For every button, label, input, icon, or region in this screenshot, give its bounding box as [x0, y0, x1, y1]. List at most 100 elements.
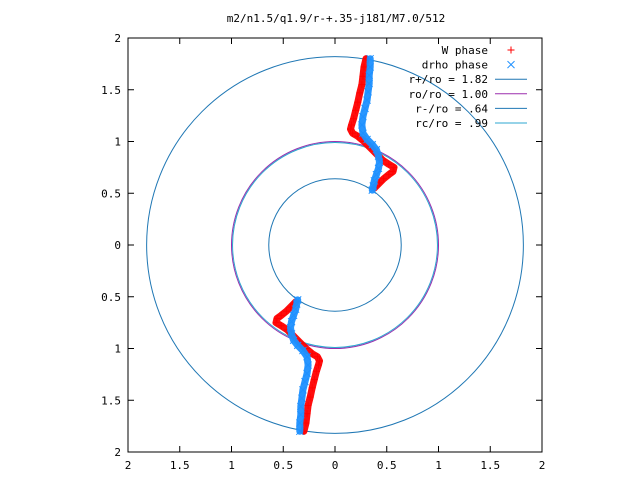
legend-label-rc-ro-99: rc/ro = .99	[415, 117, 488, 130]
drho-phase-marker-b	[359, 112, 367, 121]
drho-phase-marker-b	[368, 140, 377, 149]
drho-phase-marker-b	[289, 336, 298, 345]
drho-phase-marker	[368, 140, 377, 149]
drho-phase-marker	[365, 79, 374, 88]
drho-phase-marker-b	[359, 129, 367, 138]
x-tick-label: 0.5	[377, 459, 397, 472]
w-phase-marker	[347, 125, 355, 133]
w-phase-marker	[359, 72, 367, 80]
legend-swatch-drho-phase	[507, 60, 515, 69]
drho-phase-marker	[366, 63, 375, 71]
phase-points	[272, 54, 398, 436]
drho-phase-marker	[375, 158, 384, 167]
drho-phase-marker	[366, 54, 375, 63]
drho-phase-marker	[301, 377, 309, 386]
drho-phase-marker	[304, 361, 312, 369]
drho-phase-marker	[361, 104, 369, 113]
drho-phase-marker	[374, 164, 383, 173]
y-tick-label: 1.5	[101, 394, 121, 407]
x-tick-label: 0	[332, 459, 339, 472]
drho-phase-marker	[286, 323, 295, 332]
drho-phase-marker-b	[364, 87, 372, 96]
chart-title: m2/n1.5/q1.9/r-+.35-j181/M7.0/512	[227, 12, 446, 25]
drho-phase-marker-b	[304, 361, 312, 369]
drho-phase-marker	[363, 96, 371, 104]
drho-phase-marker-b	[358, 121, 366, 129]
drho-phase-marker-b	[374, 164, 383, 173]
drho-phase-marker	[364, 87, 372, 96]
x-axis-ticks: 2 1.5 1 0.5 0 0.5 1 1.5 2	[125, 38, 545, 472]
w-phase-marker	[277, 311, 285, 319]
drho-phase-marker-b	[287, 330, 296, 338]
drho-phase-marker	[295, 419, 304, 427]
drho-phase-marker-b	[289, 311, 298, 320]
w-phase-marker	[350, 115, 358, 123]
drho-phase-marker	[372, 170, 381, 179]
w-phase-marker	[349, 129, 357, 137]
drho-phase-marker-b	[372, 145, 381, 154]
drho-phase-marker-b	[372, 170, 381, 179]
drho-phase-marker	[293, 341, 302, 350]
drho-phase-marker	[365, 71, 374, 80]
w-phase-marker	[389, 168, 397, 176]
w-phase-marker	[310, 376, 318, 384]
drho-phase-marker	[372, 145, 381, 154]
drho-phase-marker-b	[299, 346, 307, 355]
w-phase-marker	[306, 393, 314, 401]
legend-label-r-ro-64: r-/ro = .64	[415, 102, 488, 115]
y-axis-ticks: 2 1.5 1 0.5 0 0.5 1 1.5 2	[101, 32, 542, 459]
x-tick-label: 2	[125, 459, 132, 472]
w-phase-marker	[360, 63, 368, 71]
w-phase-marker	[308, 384, 316, 392]
y-tick-label: 0.5	[101, 291, 121, 304]
drho-phase-marker	[374, 152, 383, 160]
drho-phase-marker-b	[374, 152, 383, 160]
w-phase-marker	[390, 163, 398, 171]
legend-label-ro-ro-1-00: ro/ro = 1.00	[409, 88, 488, 101]
drho-phase-marker-b	[293, 296, 302, 304]
drho-phase-marker-b	[366, 54, 375, 63]
y-tick-label: 1.5	[101, 84, 121, 97]
y-tick-label: 1	[114, 343, 121, 356]
w-phase-marker	[277, 322, 285, 330]
legend-label-drho-phase: drho phase	[422, 59, 488, 72]
drho-phase-marker-b	[286, 323, 295, 332]
w-phase-marker	[312, 367, 320, 375]
w-phase-marker	[352, 106, 360, 114]
y-tick-label: 2	[114, 32, 121, 45]
drho-phase-marker	[296, 402, 305, 411]
drho-phase-marker-b	[370, 176, 379, 185]
drho-phase-marker	[303, 352, 311, 361]
drho-phase-marker	[303, 369, 311, 378]
x-tick-label: 0.5	[273, 459, 293, 472]
drho-phase-marker	[295, 427, 304, 436]
drho-phase-marker	[293, 296, 302, 304]
reference-circles	[146, 56, 524, 434]
x-tick-label: 1	[435, 459, 442, 472]
drho-phase-marker	[358, 121, 366, 129]
w-phase-marker	[356, 89, 364, 97]
w-phase-marker	[348, 121, 356, 129]
drho-phase-marker	[287, 317, 296, 326]
drho-phase-marker-b	[299, 386, 307, 394]
w-phase-marker	[273, 314, 281, 322]
w-phase-marker	[380, 175, 388, 183]
legend-label-w-phase: W phase	[442, 44, 488, 57]
w-phase-marker	[272, 319, 280, 327]
w-phase-marker	[385, 160, 393, 168]
drho-phase-marker	[368, 186, 377, 194]
drho-phase-marker-b	[295, 427, 304, 436]
w-phase-marker	[315, 357, 323, 365]
w-phase-marker	[313, 353, 321, 361]
x-tick-label: 1.5	[170, 459, 190, 472]
drho-phase-marker-b	[366, 63, 375, 71]
drho-phase-marker-b	[303, 352, 311, 361]
legend-label-r-ro-1-82: r+/ro = 1.82	[409, 73, 488, 86]
drho-phase-marker-b	[363, 135, 371, 144]
drho-phase-marker	[359, 129, 367, 138]
w-phase-marker	[282, 307, 290, 315]
drho-phase-marker-b	[291, 305, 300, 314]
drho-phase-marker	[298, 394, 306, 403]
